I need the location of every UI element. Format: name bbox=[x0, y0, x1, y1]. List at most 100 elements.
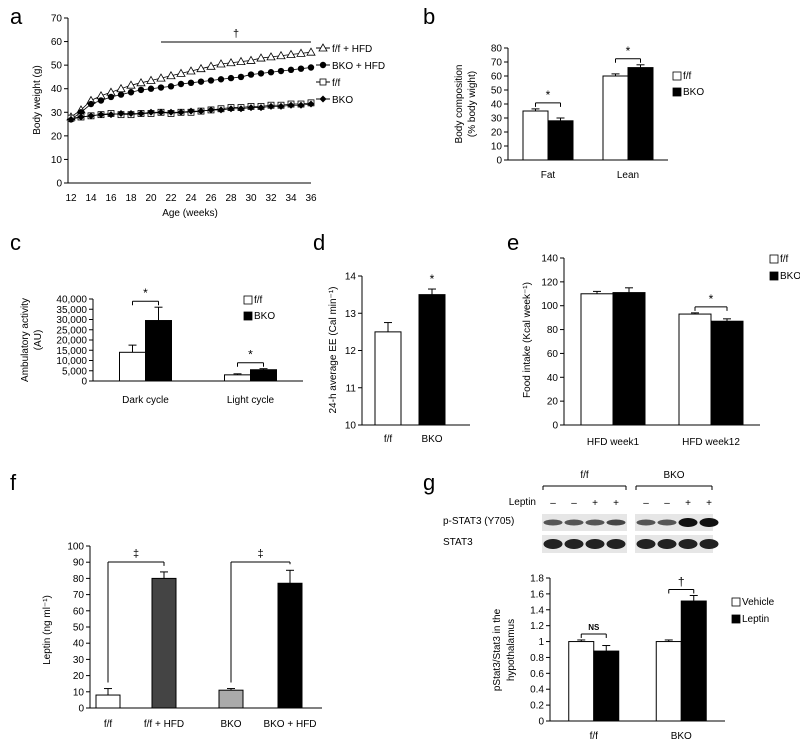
panel-a-point bbox=[206, 61, 216, 70]
panel-e-x-category-label: HFD week1 bbox=[587, 437, 640, 448]
blot-treatment-sign: – bbox=[643, 498, 649, 509]
blot-membrane bbox=[542, 514, 627, 531]
panel-d-y-tick-label: 14 bbox=[345, 272, 357, 283]
panel-a-y-tick-label: 40 bbox=[51, 84, 63, 95]
panel-a-legend-marker bbox=[319, 61, 327, 69]
panel-c-legend-swatch bbox=[243, 295, 253, 305]
blot-membrane bbox=[542, 535, 627, 553]
panel-a-point bbox=[297, 65, 305, 72]
panel-b-y-tick-label: 60 bbox=[491, 72, 503, 83]
blot-treatment-sign: – bbox=[571, 498, 577, 509]
panel-f-y-tick-label: 30 bbox=[73, 655, 85, 666]
panel-a-point bbox=[156, 73, 166, 82]
panel-label-e: e bbox=[507, 230, 519, 255]
panel-a-point bbox=[136, 78, 146, 87]
panel-e-legend-swatch bbox=[769, 271, 779, 281]
panel-a-legend-label: BKO bbox=[332, 95, 353, 106]
panel-g-y-label: hypothalamus bbox=[506, 619, 517, 681]
blot-band bbox=[636, 539, 656, 549]
panel-a-legend-marker bbox=[318, 43, 328, 52]
panel-d-x-category-label: BKO bbox=[421, 434, 442, 445]
panel-a-y-label: Body weight (g) bbox=[32, 65, 43, 134]
panel-b-y-tick-label: 30 bbox=[491, 114, 503, 125]
panel-a-point bbox=[127, 89, 135, 96]
panel-f-y-tick-label: 100 bbox=[67, 542, 84, 553]
panel-a-point bbox=[247, 104, 255, 112]
blot-treatment-sign: + bbox=[613, 498, 619, 509]
panel-e-legend-label: f/f bbox=[780, 254, 789, 265]
blot-band bbox=[606, 539, 626, 549]
panel-a-point bbox=[97, 97, 105, 104]
panel-e-significance-symbol: * bbox=[709, 292, 714, 306]
blot-band-label: p-STAT3 (Y705) bbox=[443, 516, 514, 527]
panel-label-f: f bbox=[10, 470, 17, 495]
blot-band bbox=[585, 519, 605, 526]
panel-f-y-tick-label: 10 bbox=[73, 687, 85, 698]
panel-b-y-tick-label: 10 bbox=[491, 142, 503, 153]
panel-a-point bbox=[137, 109, 145, 117]
panel-a-point bbox=[147, 108, 155, 116]
panel-e-y-tick-label: 0 bbox=[552, 421, 558, 432]
panel-f-y-tick-label: 0 bbox=[78, 704, 84, 715]
panel-c-bar bbox=[224, 374, 251, 382]
blot-band bbox=[636, 519, 656, 526]
blot-band bbox=[606, 519, 626, 526]
panel-a-x-tick-label: 30 bbox=[245, 193, 257, 204]
panel-e-y-tick-label: 80 bbox=[547, 325, 559, 336]
blot-band-label: STAT3 bbox=[443, 537, 473, 548]
panel-a-point bbox=[87, 100, 95, 108]
panel-b-bar bbox=[522, 110, 549, 161]
blot-group-label: BKO bbox=[663, 470, 684, 481]
panel-a-point bbox=[227, 105, 235, 113]
panel-c-x-category-label: Dark cycle bbox=[122, 395, 169, 406]
panel-e-bar bbox=[678, 313, 712, 426]
panel-a-point bbox=[257, 70, 265, 77]
panel-a-point bbox=[137, 86, 145, 94]
panel-g-significance-symbol: NS bbox=[588, 623, 600, 632]
panel-a-point bbox=[107, 93, 115, 101]
panel-g-y-tick-label: 1.4 bbox=[530, 605, 544, 616]
panel-a-point bbox=[267, 69, 275, 76]
panel-d-y-tick-label: 11 bbox=[346, 383, 357, 394]
panel-a-x-tick-label: 18 bbox=[125, 193, 137, 204]
panel-g-bar bbox=[568, 641, 595, 722]
panel-e-bar bbox=[612, 292, 646, 426]
panel-f-x-category-label: f/f bbox=[104, 719, 113, 730]
panel-a-point bbox=[187, 79, 195, 87]
panel-f-y-tick-label: 80 bbox=[73, 574, 85, 585]
panel-g-y-tick-label: 1.2 bbox=[530, 621, 544, 632]
panel-a-point bbox=[226, 57, 236, 67]
blot-band bbox=[564, 539, 584, 549]
panel-g-y-tick-label: 0.8 bbox=[530, 653, 544, 664]
panel-b-x-category-label: Fat bbox=[541, 170, 556, 181]
blot-treatment-sign: – bbox=[664, 498, 670, 509]
panel-label-g: g bbox=[423, 470, 435, 495]
panel-g-y-tick-label: 1.8 bbox=[530, 574, 544, 585]
panel-a-point bbox=[216, 59, 226, 68]
blot-treatment-label: Leptin bbox=[509, 497, 536, 508]
panel-a-point bbox=[237, 105, 245, 113]
panel-g-legend-swatch bbox=[731, 597, 741, 607]
panel-c-y-tick-label: 15,000 bbox=[56, 346, 87, 357]
panel-b-y-tick-label: 20 bbox=[491, 128, 503, 139]
panel-a-point bbox=[67, 115, 75, 123]
panel-a-point bbox=[207, 106, 215, 114]
panel-a-y-tick-label: 20 bbox=[51, 131, 63, 142]
panel-e-y-tick-label: 100 bbox=[541, 301, 558, 312]
panel-b-legend-swatch bbox=[672, 87, 682, 97]
panel-c-y-tick-label: 20,000 bbox=[56, 336, 87, 347]
panel-a-point bbox=[207, 77, 215, 84]
panel-f-y-tick-label: 40 bbox=[73, 639, 85, 650]
panel-d-x-category-label: f/f bbox=[384, 434, 393, 445]
panel-a-x-tick-label: 22 bbox=[165, 193, 177, 204]
panel-c-significance-symbol: * bbox=[143, 286, 148, 300]
panel-c-x-category-label: Light cycle bbox=[227, 395, 275, 406]
panel-a-point bbox=[277, 67, 285, 75]
panel-a-point bbox=[117, 109, 125, 117]
panel-a-point bbox=[276, 50, 286, 60]
panel-c-bar bbox=[119, 351, 146, 382]
panel-a-point bbox=[166, 70, 176, 80]
panel-a-point bbox=[217, 76, 225, 83]
panel-g-bar bbox=[593, 650, 620, 722]
